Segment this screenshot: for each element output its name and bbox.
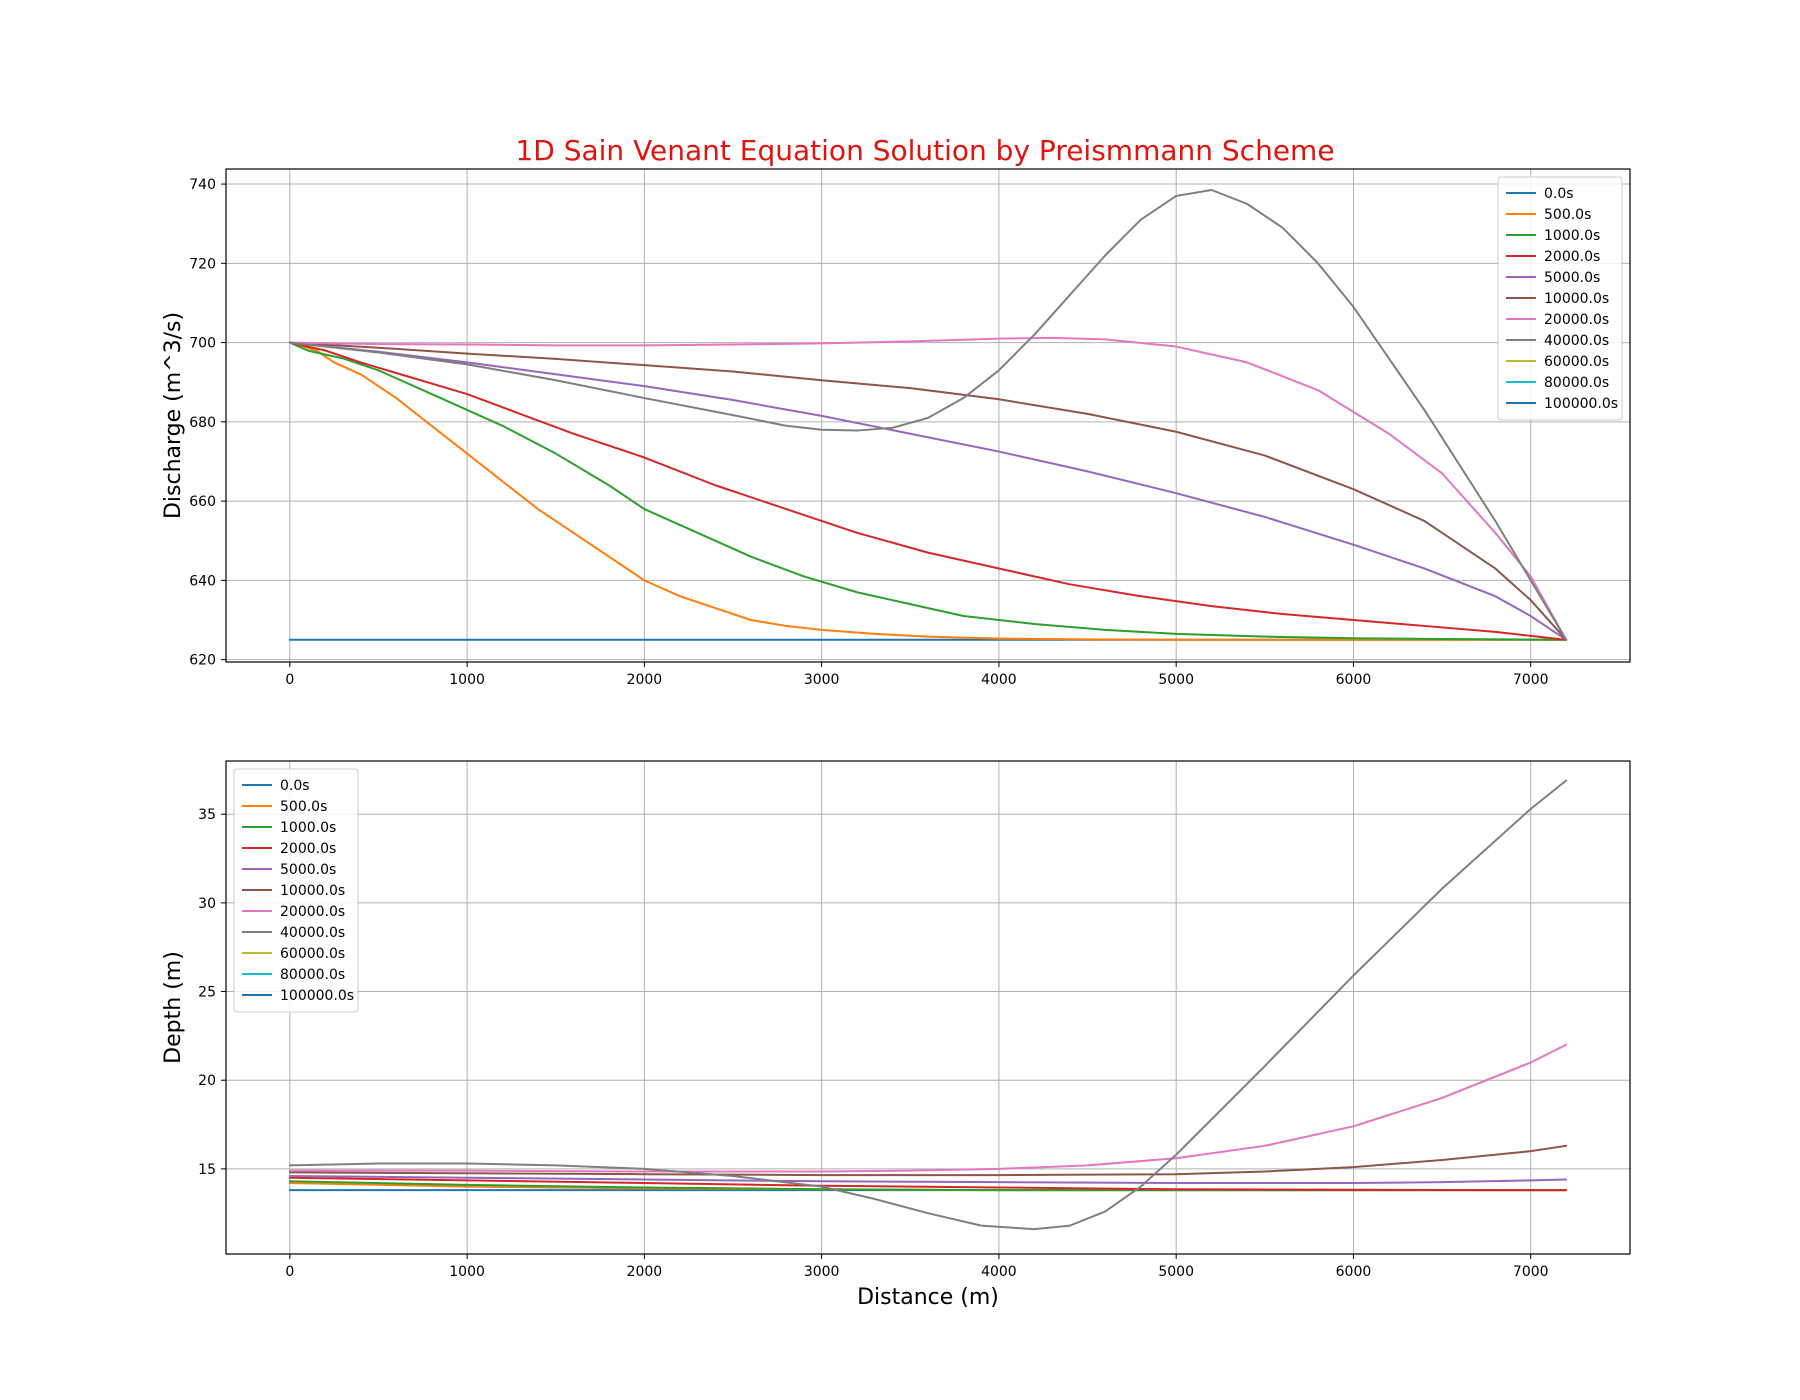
x-tick-label: 7000 (1513, 1264, 1549, 1280)
legend-entry: 2000.0s (1544, 249, 1600, 265)
x-axis-label: Distance (m) (857, 1285, 999, 1310)
series-line-500-0s (288, 341, 1568, 641)
legend-entry: 0.0s (1544, 186, 1574, 202)
legend-entry: 1000.0s (280, 820, 336, 836)
legend-entry: 80000.0s (1544, 375, 1609, 391)
legend-entry: 60000.0s (280, 946, 345, 962)
x-tick-label: 7000 (1513, 672, 1549, 688)
series-line-5000-0s (288, 1174, 1568, 1185)
x-tick-label: 0 (285, 1264, 294, 1280)
y-tick-label: 620 (189, 653, 216, 669)
x-tick-label: 0 (285, 672, 294, 688)
y-axis-label: Discharge (m^3/s) (161, 312, 186, 519)
x-tick-label: 1000 (449, 672, 485, 688)
y-tick-label: 30 (198, 896, 216, 912)
discharge-subplot: 0 1000 2000 3000 4000 5000 6000 7000 620 640 660 68… (161, 168, 1631, 688)
legend-entry: 5000.0s (1544, 270, 1600, 286)
series-group (288, 779, 1568, 1231)
series-line-2000-0s (288, 341, 1568, 641)
x-tick-label: 2000 (627, 1264, 663, 1280)
plot-frame (225, 760, 1631, 1255)
x-tick-label: 6000 (1336, 672, 1372, 688)
x-tick-label: 4000 (981, 1264, 1017, 1280)
x-tick-label: 2000 (627, 672, 663, 688)
series-line-10000-0s (288, 341, 1568, 641)
y-tick-label: 740 (189, 177, 216, 193)
series-line-40000-0s (288, 779, 1568, 1231)
y-tick-label: 720 (189, 256, 216, 272)
y-tick-label: 640 (189, 573, 216, 589)
y-tick-label: 25 (198, 985, 216, 1001)
y-tick-label: 700 (189, 336, 216, 352)
legend-box (1497, 176, 1623, 421)
y-tick-label: 660 (189, 494, 216, 510)
series-line-2000-0s (288, 1176, 1568, 1192)
x-tick-label: 6000 (1336, 1264, 1372, 1280)
legend-entry: 40000.0s (280, 925, 345, 941)
legend-entry: 2000.0s (280, 841, 336, 857)
y-tick-label: 15 (198, 1162, 216, 1178)
series-line-20000-0s (288, 336, 1568, 641)
legend-entry: 500.0s (280, 799, 327, 815)
plot-frame (225, 168, 1631, 663)
legend-entry: 80000.0s (280, 967, 345, 983)
legend-entry: 20000.0s (1544, 312, 1609, 328)
y-tick-label: 680 (189, 415, 216, 431)
x-tick-label: 5000 (1158, 672, 1194, 688)
legend-entry: 5000.0s (280, 862, 336, 878)
legend-entry: 1000.0s (1544, 228, 1600, 244)
legend-entry: 10000.0s (1544, 291, 1609, 307)
legend: 0.0s 500.0s 1000.0s 2000.0s 5000.0s 10000.0s 2… (233, 768, 359, 1013)
legend-entry: 20000.0s (280, 904, 345, 920)
legend-entry: 500.0s (1544, 207, 1591, 223)
legend-entry: 100000.0s (1544, 396, 1618, 412)
x-tick-label: 5000 (1158, 1264, 1194, 1280)
y-axis-label: Depth (m) (161, 951, 186, 1064)
series-group (288, 189, 1568, 641)
series-line-1000-0s (288, 341, 1568, 641)
legend-entry: 10000.0s (280, 883, 345, 899)
chart-title: 1D Sain Venant Equation Solution by Prei… (515, 134, 1334, 167)
legend-entry: 100000.0s (280, 988, 354, 1004)
x-tick-label: 3000 (804, 672, 840, 688)
y-tick-label: 20 (198, 1073, 216, 1089)
series-line-5000-0s (288, 341, 1568, 641)
depth-subplot: 0 1000 2000 3000 4000 5000 6000 7000 15 20 25 30 35 D… (161, 760, 1631, 1310)
x-tick-label: 4000 (981, 672, 1017, 688)
legend-box (233, 768, 359, 1013)
series-line-40000-0s (288, 189, 1568, 641)
series-line-1000-0s (288, 1180, 1568, 1192)
legend-entry: 40000.0s (1544, 333, 1609, 349)
series-line-10000-0s (288, 1144, 1568, 1177)
legend: 0.0s 500.0s 1000.0s 2000.0s 5000.0s 10000.0s 2… (1497, 176, 1623, 421)
y-tick-label: 35 (198, 807, 216, 823)
legend-entry: 0.0s (280, 778, 310, 794)
legend-entry: 60000.0s (1544, 354, 1609, 370)
x-tick-label: 3000 (804, 1264, 840, 1280)
x-tick-label: 1000 (449, 1264, 485, 1280)
series-line-20000-0s (288, 1043, 1568, 1173)
